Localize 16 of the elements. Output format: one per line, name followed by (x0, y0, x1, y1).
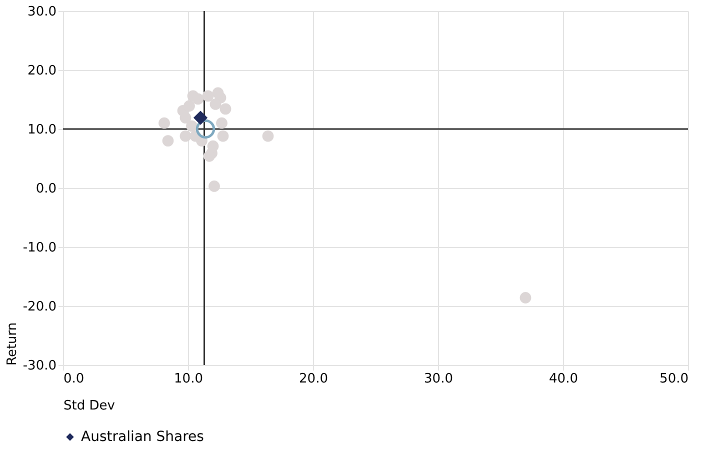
x-tick-label: 0.0 (64, 372, 84, 386)
y-tick-label: 10.0 (28, 122, 56, 138)
x-tick-label: 20.0 (299, 372, 328, 386)
y-tick-label: -20.0 (22, 300, 56, 314)
x-tick-label: 50.0 (660, 372, 688, 386)
x-tick-label: 30.0 (424, 372, 453, 386)
y-tick-label: 30.0 (28, 4, 56, 20)
y-tick-label: -30.0 (22, 358, 56, 374)
x-tick-label: 40.0 (549, 372, 578, 386)
x-axis-title: Std Dev (64, 398, 116, 414)
x-tick-label: 10.0 (174, 372, 203, 386)
y-tick-label: -10.0 (22, 240, 56, 256)
y-tick-label: 0.0 (36, 182, 56, 196)
y-tick-label: 20.0 (28, 64, 56, 78)
y-axis-title: Return (4, 322, 20, 366)
legend-label: Australian Shares (81, 429, 204, 445)
